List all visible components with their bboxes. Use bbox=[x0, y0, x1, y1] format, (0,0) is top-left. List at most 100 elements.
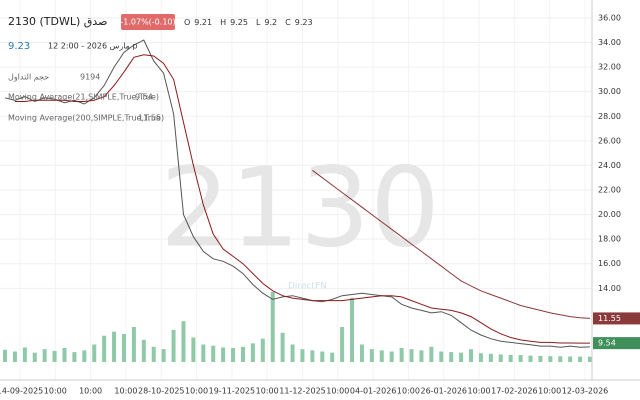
volume-bar bbox=[280, 332, 285, 362]
grid bbox=[0, 0, 592, 380]
brand-watermark: DirectFN bbox=[288, 282, 327, 292]
volume-bar bbox=[459, 352, 464, 362]
volume-bar bbox=[340, 327, 345, 362]
volume-bar bbox=[588, 356, 592, 362]
legend-value: 9.54 bbox=[135, 93, 153, 102]
volume-bar bbox=[250, 343, 255, 362]
ohlc-label: C bbox=[285, 18, 291, 27]
symbol: 2130 (TDWL) صدق bbox=[8, 15, 107, 28]
volume-bar bbox=[32, 352, 37, 362]
change-text: -1.07%(-0.10) bbox=[120, 18, 175, 27]
x-tick-label: 10:00 bbox=[114, 387, 137, 396]
x-tick-label: 26-01-2026 bbox=[421, 387, 468, 396]
volume-bar bbox=[201, 344, 206, 362]
volume-bar bbox=[92, 344, 97, 362]
volume-bar bbox=[469, 349, 474, 362]
volume-bar bbox=[548, 356, 553, 362]
volume-bar bbox=[22, 347, 27, 362]
y-tick-label: 22.00 bbox=[598, 185, 621, 194]
volume-bar bbox=[3, 349, 7, 362]
y-tick-label: 34.00 bbox=[598, 38, 621, 47]
volume-bar bbox=[498, 354, 503, 362]
x-tick-label: 10:00 bbox=[326, 387, 349, 396]
x-tick-label: 12-03-2026 bbox=[562, 387, 609, 396]
x-tick-label: 11-12-2025 bbox=[279, 387, 326, 396]
axis-badge-text: 11.55 bbox=[598, 314, 621, 323]
x-tick-label: 04-01-2026 bbox=[350, 387, 397, 396]
volume-bar bbox=[558, 356, 563, 362]
volume-bar bbox=[359, 344, 364, 362]
volume-bar bbox=[449, 352, 454, 362]
volume-bar bbox=[161, 349, 166, 362]
x-tick-label: 10:00 bbox=[185, 387, 208, 396]
x-tick-label: 10:00 bbox=[538, 387, 561, 396]
volume-bar bbox=[518, 355, 523, 362]
moving-average-line bbox=[312, 169, 591, 319]
volume-bar bbox=[121, 334, 126, 362]
y-tick-label: 36.00 bbox=[598, 13, 621, 22]
plot bbox=[3, 39, 592, 362]
x-tick-label: 10:00 bbox=[44, 387, 67, 396]
volume-bar bbox=[478, 353, 483, 362]
volume-bar bbox=[102, 335, 107, 362]
y-tick-label: 26.00 bbox=[598, 136, 621, 145]
ohlc-label: H bbox=[220, 18, 226, 27]
volume-bar bbox=[320, 351, 325, 362]
volume-bar bbox=[62, 348, 67, 362]
volume-bar bbox=[379, 350, 384, 362]
volume-bar bbox=[350, 297, 355, 362]
legend-name: Moving Average(21,SIMPLE,True,True) bbox=[8, 93, 159, 102]
legend-name: Moving Average(200,SIMPLE,True,True) bbox=[8, 114, 164, 123]
ohlc-label: L bbox=[256, 18, 261, 27]
ohlc-value: 9.21 bbox=[194, 18, 212, 27]
volume-bar bbox=[578, 356, 583, 362]
y-tick-label: 16.00 bbox=[598, 259, 621, 268]
volume-bar bbox=[131, 327, 136, 362]
volume-bar bbox=[12, 351, 17, 362]
volume-bar bbox=[240, 346, 245, 362]
axis-badge bbox=[593, 337, 640, 350]
volume-bar bbox=[151, 346, 156, 362]
volume-bar bbox=[439, 351, 444, 362]
y-tick-label: 14.00 bbox=[598, 284, 621, 293]
x-tick-label: 28-10-2025 bbox=[138, 387, 185, 396]
volume-bar bbox=[310, 350, 315, 362]
volume-bar bbox=[508, 355, 513, 362]
watermark: 2130 bbox=[160, 143, 440, 271]
ohlc-value: 9.23 bbox=[295, 18, 313, 27]
volume-bar bbox=[538, 355, 543, 362]
volume-bar bbox=[112, 331, 117, 362]
volume-label: حجم التداول bbox=[8, 73, 49, 82]
y-tick-label: 30.00 bbox=[598, 87, 621, 96]
x-tick-label: 10:00 bbox=[397, 387, 420, 396]
volume-bar bbox=[409, 349, 414, 362]
change-badge[interactable] bbox=[121, 14, 175, 30]
volume-bar bbox=[488, 353, 493, 362]
volume-bar bbox=[429, 346, 434, 362]
ohlc-value: 9.2 bbox=[264, 18, 277, 27]
volume-bar bbox=[419, 350, 424, 362]
volume-bar bbox=[260, 338, 265, 362]
y-tick-label: 20.00 bbox=[598, 210, 621, 219]
volume-bar bbox=[389, 351, 394, 362]
volume-bar bbox=[369, 349, 374, 362]
volume-bar bbox=[330, 352, 335, 362]
last-price: 9.23 bbox=[8, 41, 30, 52]
x-tick-label: 10:00 bbox=[256, 387, 279, 396]
volume-bar bbox=[221, 347, 226, 362]
volume-bar bbox=[72, 352, 77, 362]
volume-bar bbox=[141, 339, 146, 362]
legend: Moving Average(21,SIMPLE,True,True)9.54 M… bbox=[8, 93, 164, 123]
price-line bbox=[4, 39, 591, 348]
volume-bar bbox=[399, 348, 404, 362]
ohlc-label: O bbox=[184, 18, 190, 27]
x-tick-label: 17-02-2026 bbox=[491, 387, 538, 396]
y-tick-label: 28.00 bbox=[598, 112, 621, 121]
volume-bar bbox=[528, 355, 533, 362]
y-tick-label: 18.00 bbox=[598, 235, 621, 244]
volume-bar bbox=[290, 344, 295, 362]
moving-average-line bbox=[14, 54, 590, 344]
ohlc: O 9.21 H 9.25 L 9.2 C 9.23 bbox=[184, 18, 313, 27]
